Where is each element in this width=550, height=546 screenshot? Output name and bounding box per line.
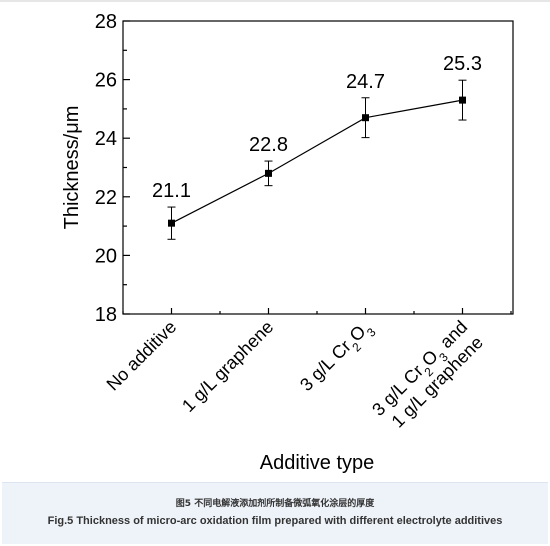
x-axis-label: Additive type — [260, 452, 375, 474]
data-point-marker — [265, 169, 272, 177]
data-point-marker — [459, 96, 466, 104]
data-label: 22.8 — [249, 134, 288, 156]
y-axis-label: Thickness/μm — [61, 106, 83, 230]
y-tick-label: 24 — [95, 128, 117, 150]
data-label: 24.7 — [346, 71, 385, 93]
x-tick-label: 1 g/L graphene — [178, 317, 277, 416]
y-tick-label: 20 — [95, 245, 117, 267]
data-point-marker — [168, 219, 175, 227]
y-tick-label: 28 — [95, 11, 117, 33]
data-label: 21.1 — [152, 180, 191, 202]
y-tick-label: 26 — [95, 70, 117, 92]
chart-container: 18 20 22 24 26 28 No additive 1 g/L graphene 3 g… — [61, 11, 514, 474]
y-tick-label: 18 — [95, 304, 117, 326]
figure-caption: 图5 不同电解液添加剂所制备微弧氧化涂层的厚度 Fig.5 Thickness … — [2, 482, 548, 544]
series-line — [171, 99, 463, 224]
caption-english: Fig.5 Thickness of micro-arc oxidation f… — [47, 515, 503, 527]
x-tick-label: No additive — [103, 317, 181, 395]
data-point-marker — [362, 114, 369, 122]
data-label: 25.3 — [443, 53, 482, 75]
top-border — [0, 0, 550, 2]
y-tick-label: 22 — [95, 187, 117, 209]
x-tick-label: 3 g/L Cr2O3 — [296, 316, 379, 399]
caption-chinese: 图5 不同电解液添加剂所制备微弧氧化涂层的厚度 — [175, 499, 375, 509]
